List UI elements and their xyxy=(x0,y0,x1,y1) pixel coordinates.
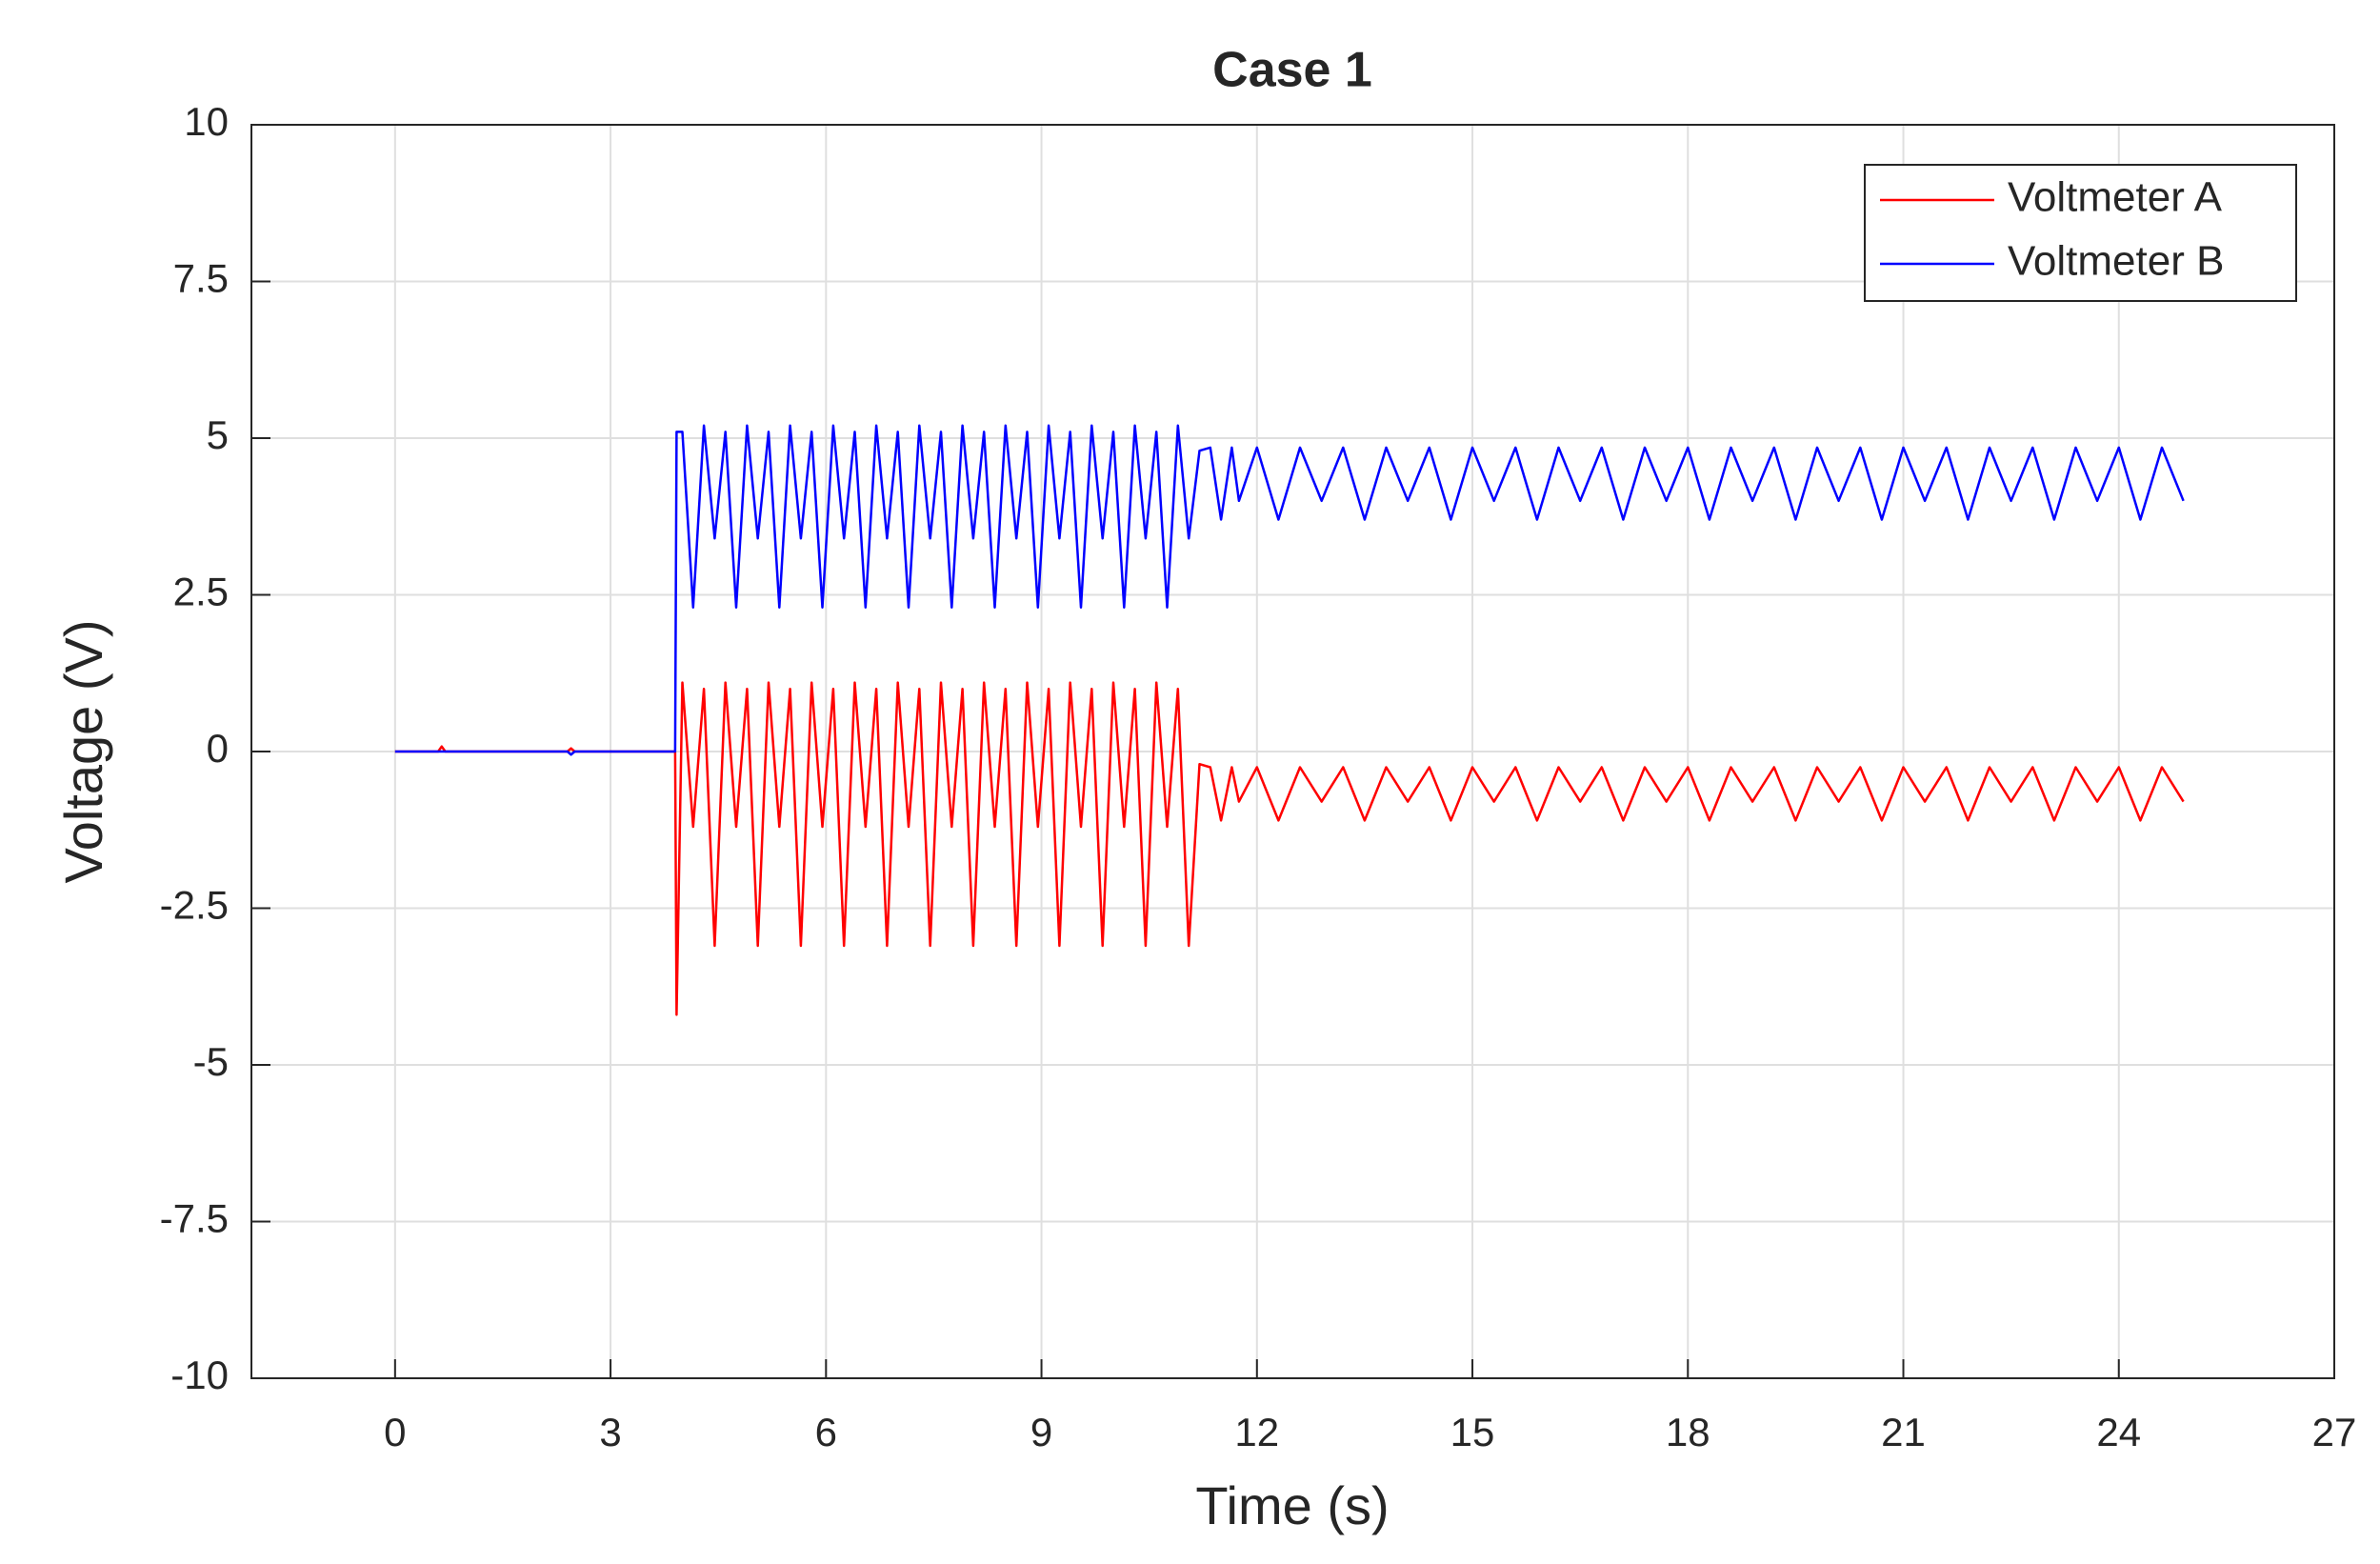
y-tick-label: 10 xyxy=(184,99,229,144)
plot-frame xyxy=(250,124,2335,1379)
x-tick-label: 27 xyxy=(2312,1410,2357,1454)
legend-box xyxy=(1864,164,2297,302)
x-tick-label: 18 xyxy=(1666,1410,1710,1454)
y-tick-label: -7.5 xyxy=(160,1196,229,1241)
x-tick-label: 24 xyxy=(2096,1410,2141,1454)
y-tick-label: 7.5 xyxy=(173,256,229,301)
series-line xyxy=(394,681,2185,1016)
legend-label: Voltmeter A xyxy=(2008,174,2223,221)
x-tick-label: 9 xyxy=(1030,1410,1052,1454)
chart-title: Case 1 xyxy=(1212,43,1372,98)
y-tick-label: 0 xyxy=(207,726,229,771)
x-tick-label: 15 xyxy=(1450,1410,1495,1454)
y-tick-label: -10 xyxy=(170,1353,229,1397)
x-tick-label: 12 xyxy=(1234,1410,1279,1454)
y-axis-label: Voltage (V) xyxy=(53,619,113,883)
x-tick-label: 21 xyxy=(1881,1410,1926,1454)
x-axis-label: Time (s) xyxy=(1195,1475,1389,1535)
y-tick-label: -2.5 xyxy=(160,883,229,928)
x-tick-label: 6 xyxy=(815,1410,837,1454)
legend-label: Voltmeter B xyxy=(2008,238,2224,285)
x-tick-label: 0 xyxy=(384,1410,406,1454)
y-tick-label: 5 xyxy=(207,412,229,457)
y-tick-label: -5 xyxy=(193,1039,229,1084)
x-tick-label: 3 xyxy=(599,1410,621,1454)
series-line xyxy=(394,424,2185,756)
y-tick-label: 2.5 xyxy=(173,570,229,614)
